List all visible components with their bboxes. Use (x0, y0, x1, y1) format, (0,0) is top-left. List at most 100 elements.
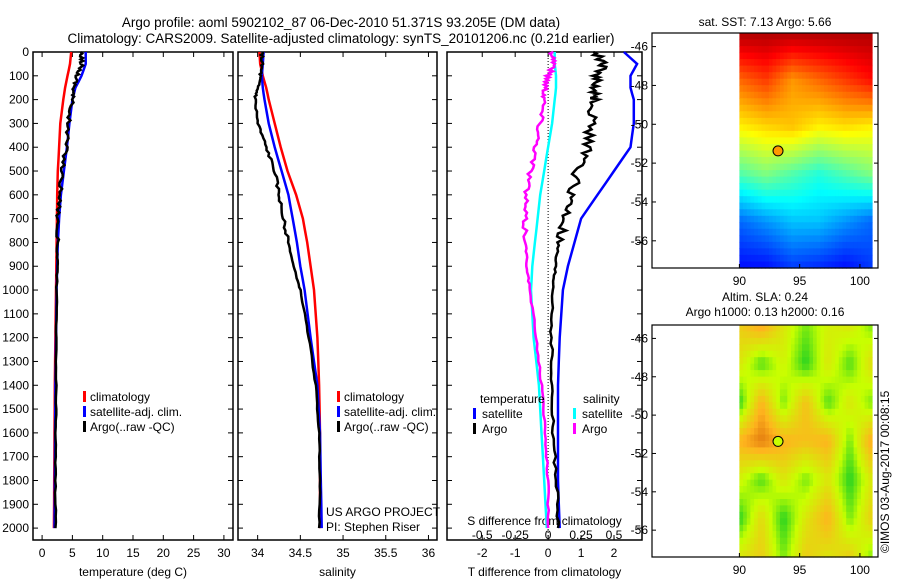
map-cell (794, 52, 799, 60)
map-cell (779, 33, 785, 41)
map-cell (809, 537, 814, 545)
map-cell (790, 170, 796, 178)
map-cell (783, 209, 788, 217)
map-cell (853, 544, 858, 552)
map-cell (757, 505, 763, 513)
map-cell (857, 157, 862, 165)
map-cell (776, 460, 781, 468)
map-cell (842, 408, 847, 416)
map-cell (868, 486, 873, 494)
map-cell (813, 235, 818, 243)
map-cell (831, 486, 836, 494)
map-cell (846, 137, 851, 145)
map-cell (754, 46, 759, 54)
map-cell (776, 492, 781, 500)
map-cell (790, 505, 796, 513)
map-cell (827, 124, 833, 132)
map-cell (849, 241, 855, 249)
map-cell (838, 505, 844, 513)
map-cell (776, 52, 781, 60)
map-cell (835, 209, 840, 217)
map-cell (809, 479, 814, 487)
map-cell (816, 111, 821, 119)
map-cell (746, 518, 752, 526)
map-cell (831, 228, 836, 236)
map-cell (757, 370, 763, 378)
map-cell (846, 428, 851, 436)
map-cell (757, 59, 763, 67)
map-cell (787, 228, 792, 236)
map-cell (779, 337, 785, 345)
map-cell (838, 150, 844, 158)
map-cell (842, 389, 847, 397)
map-cell (790, 183, 796, 191)
map-cell (787, 331, 792, 339)
map-cell (783, 59, 788, 67)
x-tick-label: 34 (251, 546, 265, 560)
map-cell (768, 117, 774, 125)
map-cell (757, 65, 763, 73)
map-cell (842, 524, 847, 532)
map-cell (779, 39, 785, 47)
map-cell (739, 479, 744, 487)
map-cell (798, 46, 803, 54)
map-cell (868, 395, 873, 403)
map-cell (864, 78, 869, 86)
map-cell (746, 389, 752, 397)
map-cell (743, 408, 748, 416)
map-cell (772, 499, 777, 506)
map-cell (787, 170, 792, 178)
map-cell (827, 176, 833, 184)
map-cell (849, 98, 855, 106)
map-cell (790, 241, 796, 249)
map-cell (790, 215, 796, 223)
map-cell (802, 331, 807, 339)
map-cell (750, 222, 755, 230)
map-cell (768, 492, 774, 500)
map-cell (768, 383, 774, 390)
map-cell (842, 473, 847, 481)
map-cell (838, 460, 844, 468)
map-cell (746, 59, 752, 67)
map-cell (831, 163, 836, 171)
map-cell (739, 137, 744, 145)
map-cell (802, 176, 807, 184)
map-cell (820, 183, 825, 191)
map-cell (794, 91, 799, 99)
map-cell (857, 98, 862, 106)
map-cell (827, 157, 833, 165)
map-cell (761, 460, 766, 468)
map-cell (790, 104, 796, 112)
map-cell (857, 544, 862, 552)
legend-label: climatology (344, 390, 404, 404)
map-cell (868, 228, 873, 236)
map-cell (783, 137, 788, 145)
map-cell (805, 408, 810, 416)
map-cell (787, 460, 792, 468)
map-cell (835, 486, 840, 494)
map-cell (846, 111, 851, 119)
map-cell (754, 163, 759, 171)
map-cell (743, 395, 748, 403)
map-cell (842, 370, 847, 378)
map-cell (831, 261, 836, 269)
map-cell (816, 241, 821, 249)
map-cell (820, 408, 825, 416)
map-cell (794, 215, 799, 223)
map-cell (798, 383, 803, 390)
map-cell (813, 408, 818, 416)
map-cell (846, 98, 851, 106)
map-cell (805, 486, 810, 494)
map-cell (824, 176, 829, 184)
lon-tick-label: 100 (850, 274, 870, 288)
map-cell (787, 408, 792, 416)
map-cell (790, 350, 796, 358)
map-cell (757, 98, 763, 106)
map-cell (842, 486, 847, 494)
map-cell (783, 39, 788, 47)
map-cell (754, 544, 759, 552)
map-cell (765, 505, 770, 513)
map-cell (857, 499, 862, 506)
map-cell (864, 453, 869, 461)
